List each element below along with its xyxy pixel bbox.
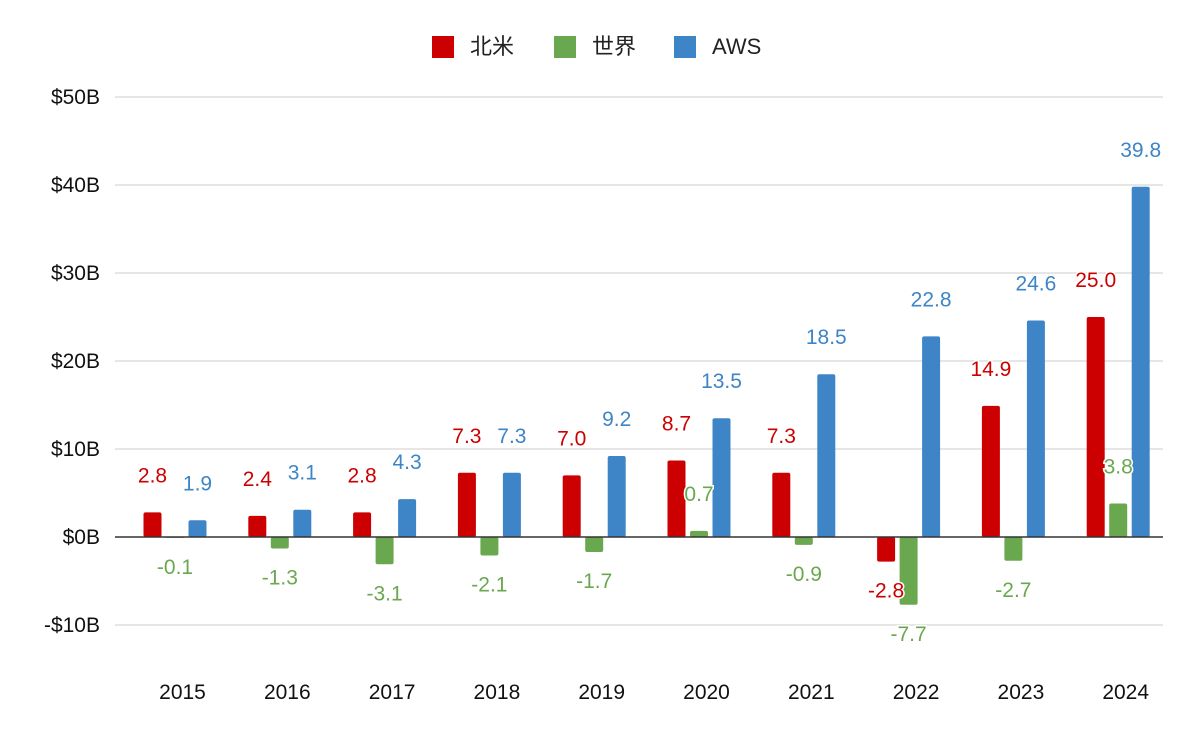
bar-2023-series-3 — [1026, 320, 1045, 537]
legend-swatch-2 — [554, 36, 576, 58]
bar-2017-series-2 — [375, 537, 394, 565]
data-label-2020-series-1: 8.7 — [662, 412, 691, 435]
data-label-2016-series-2: -1.3 — [262, 566, 298, 589]
data-label-2020-series-3: 13.5 — [701, 370, 742, 393]
bar-2024-series-3 — [1131, 186, 1150, 537]
bar-2021-series-2 — [794, 537, 813, 545]
bar-2023-series-1 — [981, 405, 1000, 537]
data-label-2022-series-1: -2.8 — [868, 580, 904, 603]
data-label-2017-series-1: 2.8 — [347, 464, 376, 487]
x-tick-label: 2023 — [998, 681, 1045, 704]
data-label-2023-series-2: -2.7 — [995, 579, 1031, 602]
data-label-2021-series-3: 18.5 — [806, 326, 847, 349]
data-label-2017-series-3: 4.3 — [392, 451, 421, 474]
x-tick-label: 2015 — [159, 681, 206, 704]
data-label-2016-series-3: 3.1 — [288, 462, 317, 485]
bar-2016-series-3 — [293, 509, 312, 537]
bar-2019-series-3 — [607, 456, 626, 537]
data-labels: 2.8 2.4 2.8 7.3 7.0 8.7 7.3 -2.8 14.9 25.0 -0.1 -1.… — [136, 137, 1162, 647]
legend-swatch-3 — [674, 36, 696, 58]
bar-2023-series-2 — [1004, 537, 1023, 561]
y-tick-label: $50B — [51, 86, 100, 109]
bar-2019-series-1 — [562, 475, 581, 537]
x-tick-label: 2024 — [1102, 681, 1149, 704]
x-axis: 2015 2016 2017 2018 2019 2020 2021 2022 2023 2024 — [159, 681, 1149, 704]
data-label-2024-series-2: 3.8 — [1104, 456, 1133, 479]
bar-2020-series-1 — [667, 460, 686, 537]
data-label-2024-series-3: 39.8 — [1120, 139, 1161, 162]
bar-2022-series-3 — [922, 336, 941, 537]
y-tick-label: $40B — [51, 174, 100, 197]
y-tick-label: $0B — [63, 526, 100, 549]
bar-2018-series-1 — [457, 472, 476, 537]
x-tick-label: 2022 — [893, 681, 940, 704]
bar-2022-series-2 — [899, 537, 918, 605]
x-tick-label: 2016 — [264, 681, 311, 704]
data-label-2019-series-3: 9.2 — [602, 408, 631, 431]
y-tick-label: -$10B — [44, 614, 100, 637]
bar-2018-series-2 — [480, 537, 499, 556]
bar-2016-series-2 — [270, 537, 289, 549]
bar-2016-series-1 — [248, 515, 267, 537]
x-tick-label: 2020 — [683, 681, 730, 704]
legend-label-2: 世界 — [592, 34, 636, 59]
data-label-2023-series-3: 24.6 — [1015, 273, 1056, 296]
bars — [143, 186, 1150, 605]
data-label-2022-series-3: 22.8 — [911, 288, 952, 311]
data-label-2018-series-3: 7.3 — [497, 425, 526, 448]
bar-2021-series-3 — [817, 374, 836, 537]
bar-2015-series-3 — [188, 520, 207, 537]
data-label-2019-series-1: 7.0 — [557, 427, 586, 450]
bar-2018-series-3 — [502, 472, 521, 537]
data-label-2024-series-1: 25.0 — [1075, 269, 1116, 292]
bar-2015-series-1 — [143, 512, 162, 537]
bar-2021-series-1 — [772, 472, 791, 537]
data-label-2023-series-1: 14.9 — [970, 358, 1011, 381]
data-label-2019-series-2: -1.7 — [576, 570, 612, 593]
bar-2020-series-3 — [712, 418, 731, 537]
bar-2024-series-1 — [1086, 317, 1105, 537]
legend-label-3: AWS — [712, 34, 761, 59]
data-label-2018-series-1: 7.3 — [452, 425, 481, 448]
y-tick-label: $10B — [51, 438, 100, 461]
bar-2017-series-3 — [398, 499, 417, 537]
data-label-2016-series-1: 2.4 — [243, 468, 273, 491]
data-label-2018-series-2: -2.1 — [471, 573, 507, 596]
x-tick-label: 2017 — [369, 681, 416, 704]
bar-2020-series-2 — [690, 530, 708, 537]
bar-2017-series-1 — [353, 512, 372, 537]
data-label-2015-series-1: 2.8 — [138, 464, 167, 487]
legend-swatch-1 — [432, 36, 454, 58]
y-tick-label: $20B — [51, 350, 100, 373]
data-label-2017-series-2: -3.1 — [367, 582, 403, 605]
bar-2022-series-1 — [877, 537, 896, 562]
data-label-2015-series-2: -0.1 — [157, 556, 193, 579]
y-axis: $50B $40B $30B $20B $10B $0B -$10B — [44, 86, 100, 637]
x-tick-label: 2018 — [474, 681, 521, 704]
data-label-2021-series-2: -0.9 — [786, 563, 822, 586]
gridlines — [115, 96, 1163, 626]
data-label-2022-series-2: -7.7 — [891, 623, 927, 646]
legend: 北米 世界 AWS — [432, 34, 761, 59]
legend-label-1: 北米 — [470, 34, 514, 59]
bar-2019-series-2 — [585, 537, 604, 552]
x-tick-label: 2019 — [578, 681, 625, 704]
x-tick-label: 2021 — [788, 681, 835, 704]
data-label-2021-series-1: 7.3 — [767, 425, 796, 448]
y-tick-label: $30B — [51, 262, 100, 285]
bar-2024-series-2 — [1109, 503, 1128, 537]
data-label-2015-series-3: 1.9 — [183, 472, 212, 495]
data-label-2020-series-2: 0.7 — [684, 483, 713, 506]
